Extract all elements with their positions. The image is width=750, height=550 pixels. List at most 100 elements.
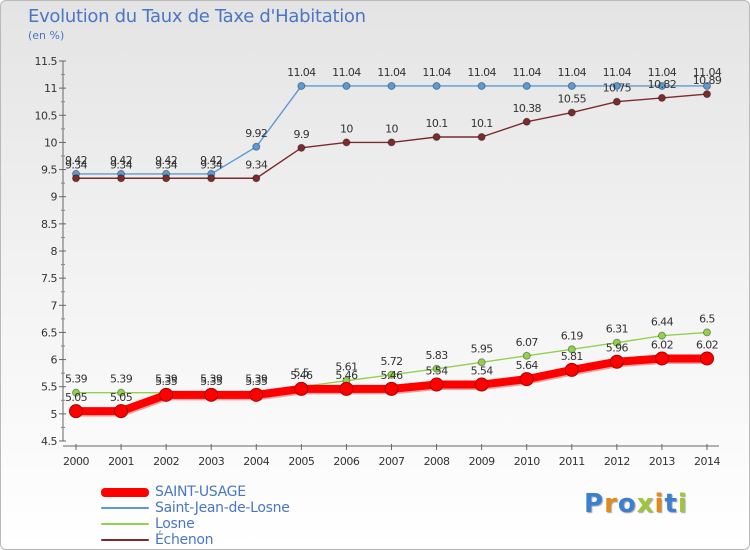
logo-letter: o (617, 489, 637, 519)
x-tick-label: 2004 (243, 455, 269, 468)
data-point (432, 133, 441, 141)
data-label: 5.39 (200, 373, 223, 386)
data-point (159, 387, 174, 402)
data-point (252, 174, 261, 183)
x-tick-label: 2007 (379, 455, 405, 468)
y-tick-label: 8 (51, 245, 58, 258)
data-point (612, 97, 621, 106)
y-tick-label: 8.5 (41, 218, 57, 231)
data-label: 6.5 (699, 312, 715, 325)
data-point (654, 351, 669, 366)
data-point (612, 81, 621, 90)
x-tick-label: 2012 (604, 455, 630, 468)
data-label: 11.04 (648, 66, 677, 79)
data-label: 5.39 (65, 373, 88, 386)
data-label: 9.42 (155, 154, 177, 167)
data-label: 11.04 (603, 66, 632, 79)
data-label: 5.46 (335, 369, 358, 382)
data-label: 5.72 (380, 355, 402, 368)
legend-swatch (101, 523, 149, 525)
y-tick-label: 5.5 (41, 381, 57, 394)
legend-swatch (101, 487, 149, 497)
data-point (69, 404, 83, 419)
data-label: 5.46 (380, 369, 403, 382)
data-label: 10.55 (558, 93, 587, 106)
data-point (522, 117, 531, 126)
data-point (207, 174, 216, 183)
y-tick-label: 10 (44, 136, 57, 149)
data-point (477, 133, 486, 141)
logo-letter: i (677, 489, 688, 519)
data-label: 5.35 (200, 375, 223, 388)
data-label: 9.9 (294, 128, 310, 141)
y-tick-label: 10.5 (35, 109, 58, 122)
data-label: 6.07 (516, 336, 539, 349)
data-point (567, 345, 576, 354)
data-label: 11.04 (467, 66, 496, 79)
legend-item: Échenon (101, 532, 290, 548)
data-label: 9.42 (200, 154, 222, 167)
y-tick-label: 6.5 (41, 326, 57, 339)
x-tick-label: 2008 (424, 455, 450, 468)
data-point (703, 328, 711, 337)
logo-letter: i (654, 489, 665, 519)
data-point (387, 370, 396, 379)
x-tick-label: 2001 (108, 455, 134, 468)
chart-legend: SAINT-USAGE Saint-Jean-de-Losne Losne Échen… (101, 484, 290, 548)
data-label: 5.39 (245, 373, 268, 386)
data-label: 5.05 (110, 391, 133, 404)
logo-letter: r (604, 489, 618, 519)
data-label: 11.04 (422, 66, 451, 79)
legend-swatch (101, 507, 149, 509)
legend-item: Losne (101, 516, 290, 532)
data-point (564, 362, 579, 377)
data-label: 9.34 (200, 158, 223, 171)
x-tick-label: 2005 (288, 455, 314, 468)
data-label: 10.38 (512, 102, 541, 115)
data-point (474, 377, 489, 392)
data-label: 6.31 (606, 323, 628, 336)
data-point (117, 174, 126, 183)
logo-letter: t (664, 489, 678, 519)
x-tick-label: 2014 (694, 455, 720, 468)
data-point (204, 387, 219, 402)
data-label: 9.34 (155, 158, 178, 171)
legend-label: Échenon (155, 532, 214, 548)
data-point (609, 354, 624, 369)
data-label: 5.35 (155, 375, 178, 388)
data-point (519, 372, 534, 387)
data-label: 6.02 (651, 338, 673, 351)
data-point (339, 381, 354, 396)
data-label: 5.64 (516, 359, 539, 372)
data-point (657, 81, 666, 90)
chart-title: Evolution du Taux de Taxe d'Habitation (28, 6, 366, 27)
data-point (477, 81, 486, 90)
data-point (117, 388, 126, 397)
data-point (342, 138, 351, 147)
data-point (384, 381, 399, 396)
data-label: 5.54 (471, 365, 494, 378)
series-labels: 9.42 9.42 9.42 9.42 9.92 11.04 11.04 11.04 11.04… (65, 66, 722, 404)
legend-item: SAINT-USAGE (101, 484, 290, 500)
data-label: 5.5 (294, 367, 310, 380)
data-label: 9.34 (65, 158, 88, 171)
logo-letter: P (584, 489, 605, 519)
legend-item: Saint-Jean-de-Losne (101, 500, 290, 516)
x-tick-label: 2003 (198, 455, 224, 468)
logo-letter: x (636, 489, 655, 519)
data-label: 10.82 (648, 78, 677, 91)
series-points (69, 81, 714, 419)
chart-unit-label: (en %) (28, 29, 65, 42)
data-point (522, 351, 531, 360)
y-tick-label: 6 (51, 354, 58, 367)
data-label: 9.42 (110, 154, 132, 167)
data-label: 11.04 (332, 66, 361, 79)
data-label: 10.75 (603, 82, 632, 95)
data-label: 11.04 (287, 66, 316, 79)
data-point (249, 387, 264, 402)
data-label: 5.95 (471, 342, 494, 355)
chart-axes: 4.5 5 5.5 6 6.5 7 7.5 8 8.5 9 9.5 10 10.5 11 11.5 2000 2… (35, 55, 721, 468)
data-label: 5.05 (65, 391, 88, 404)
data-label: 5.96 (606, 342, 629, 355)
